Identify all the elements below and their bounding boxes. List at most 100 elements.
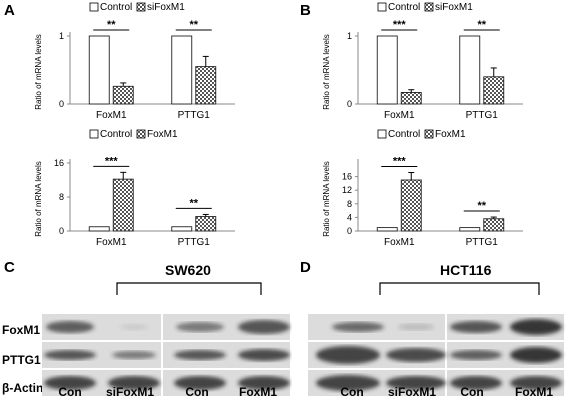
protein-band xyxy=(316,375,380,391)
legend-label-treated: siFoxM1 xyxy=(435,2,473,13)
legend-label-control: Control xyxy=(100,129,132,140)
bar-treated xyxy=(400,179,422,232)
legend-swatch-treated xyxy=(424,129,434,139)
protein-band xyxy=(46,321,94,333)
x-tick-label: FoxM1 xyxy=(96,237,127,248)
significance-label: *** xyxy=(393,19,407,31)
legend-label-control: Control xyxy=(388,2,420,13)
blot-c xyxy=(42,313,290,401)
panel-label-d: D xyxy=(300,259,311,276)
bar-treated xyxy=(483,218,505,232)
bar-treated xyxy=(112,178,134,232)
x-tick-label: PTTG1 xyxy=(466,110,499,121)
bar-treated xyxy=(195,66,217,105)
protein-band xyxy=(386,376,446,390)
legend-swatch-control xyxy=(377,2,387,12)
protein-band xyxy=(386,348,446,362)
bar-treated xyxy=(112,85,134,105)
cell-line-sw620: SW620 xyxy=(165,262,211,278)
protein-band xyxy=(174,350,226,360)
blot-d xyxy=(308,313,564,401)
protein-band xyxy=(510,347,562,363)
protein-band xyxy=(450,376,502,390)
protein-band xyxy=(120,324,148,330)
legend-swatch-control xyxy=(89,2,99,12)
significance-label: *** xyxy=(105,155,119,167)
y-tick-label: 8 xyxy=(59,192,64,202)
panel-label-a: A xyxy=(4,2,15,19)
significance-label: *** xyxy=(393,156,407,168)
y-axis-label: Ratio of mRNA levels xyxy=(322,161,331,237)
bar-control xyxy=(376,35,398,105)
bracket-c xyxy=(116,282,262,295)
chart-b-bottom: Ratio of mRNA levels Control FoxM1 0 4 8 12 16 F… xyxy=(322,129,523,248)
protein-band xyxy=(332,322,384,332)
chart-a-top: Ratio of mRNA levels Control siFoxM1 0 1 FoxM… xyxy=(34,2,235,121)
lane-label-sifoxm1-c: siFoxM1 xyxy=(105,385,154,399)
y-tick-label: 12 xyxy=(342,185,352,195)
y-tick-label: 0 xyxy=(347,99,352,109)
protein-band xyxy=(174,376,226,390)
panel-label-c: C xyxy=(4,259,15,276)
blot-label-actin-c: β-Actin xyxy=(2,381,44,395)
blot-label-pttg1-c: PTTG1 xyxy=(2,353,41,367)
bar-treated xyxy=(400,91,422,105)
bar-control xyxy=(88,35,110,105)
bar-treated xyxy=(195,216,217,232)
lane-label-con-c1: Con xyxy=(58,385,82,399)
legend-label-control: Control xyxy=(100,2,132,13)
legend-label-control: Control xyxy=(388,129,420,140)
y-tick-label: 16 xyxy=(342,172,352,182)
bar-control xyxy=(459,35,481,105)
y-tick-label: 0 xyxy=(59,226,64,236)
significance-label: ** xyxy=(107,19,116,31)
y-axis-label: Ratio of mRNA levels xyxy=(34,34,43,110)
protein-band xyxy=(238,349,290,361)
significance-label: ** xyxy=(477,200,486,212)
protein-band xyxy=(316,346,380,364)
chart-b-top: Ratio of mRNA levels Control siFoxM1 0 1 FoxM… xyxy=(322,2,523,121)
legend-swatch-treated xyxy=(136,129,146,139)
x-tick-label: PTTG1 xyxy=(178,110,211,121)
bar-control xyxy=(88,226,110,232)
legend-swatch-treated xyxy=(424,2,434,12)
legend-label-treated: siFoxM1 xyxy=(147,2,185,13)
significance-label: ** xyxy=(189,19,198,31)
bar-control xyxy=(459,227,481,232)
bar-control xyxy=(171,35,193,105)
x-tick-label: FoxM1 xyxy=(384,237,415,248)
protein-band xyxy=(44,376,96,390)
lane-label-con-d2: Con xyxy=(460,385,484,399)
y-tick-label: 4 xyxy=(347,212,352,222)
protein-band xyxy=(398,324,434,330)
y-tick-label: 8 xyxy=(347,199,352,209)
lane-label-con-c2: Con xyxy=(185,385,209,399)
x-tick-label: PTTG1 xyxy=(178,237,211,248)
blot-label-foxm1-c: FoxM1 xyxy=(2,323,41,337)
lane-label-foxm1-c: FoxM1 xyxy=(238,385,277,399)
protein-band xyxy=(108,376,160,390)
y-tick-label: 0 xyxy=(347,226,352,236)
lane-label-foxm1-d: FoxM1 xyxy=(514,385,553,399)
legend-label-treated: FoxM1 xyxy=(147,129,178,140)
protein-band xyxy=(238,320,290,334)
lane-label-con-d1: Con xyxy=(340,385,364,399)
y-tick-label: 16 xyxy=(54,158,64,168)
x-tick-label: FoxM1 xyxy=(384,110,415,121)
protein-band xyxy=(450,321,502,333)
bar-control xyxy=(376,227,398,232)
protein-band xyxy=(510,319,562,335)
y-axis-label: Ratio of mRNA levels xyxy=(322,34,331,110)
y-tick-label: 1 xyxy=(59,31,64,41)
cell-line-hct116: HCT116 xyxy=(440,262,492,278)
legend-label-treated: FoxM1 xyxy=(435,129,466,140)
significance-label: ** xyxy=(189,197,198,209)
protein-band xyxy=(238,376,290,390)
significance-label: ** xyxy=(477,19,486,31)
panel-label-b: B xyxy=(300,2,311,19)
legend-swatch-control xyxy=(89,129,99,139)
x-tick-label: FoxM1 xyxy=(96,110,127,121)
y-tick-label: 1 xyxy=(347,31,352,41)
chart-a-bottom: Ratio of mRNA levels Control FoxM1 0 8 16 FoxM… xyxy=(34,129,235,248)
bracket-d xyxy=(379,282,540,295)
